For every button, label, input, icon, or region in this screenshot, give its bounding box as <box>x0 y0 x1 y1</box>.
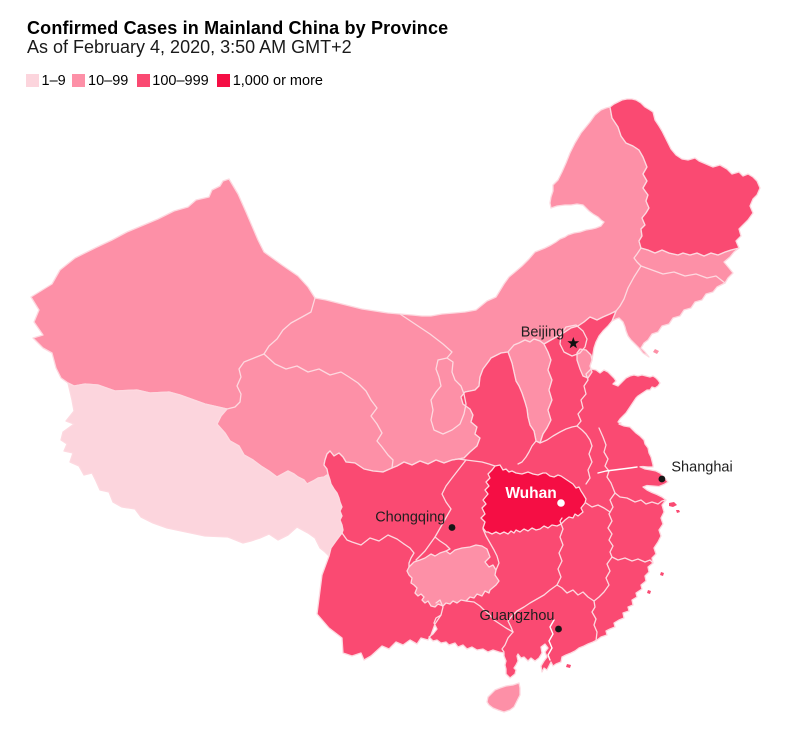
svg-text:Shanghai: Shanghai <box>671 460 732 476</box>
svg-text:Guangzhou: Guangzhou <box>480 608 555 624</box>
svg-text:Chongqing: Chongqing <box>375 510 445 526</box>
svg-text:Beijing: Beijing <box>521 324 565 340</box>
svg-text:Wuhan: Wuhan <box>505 485 556 502</box>
